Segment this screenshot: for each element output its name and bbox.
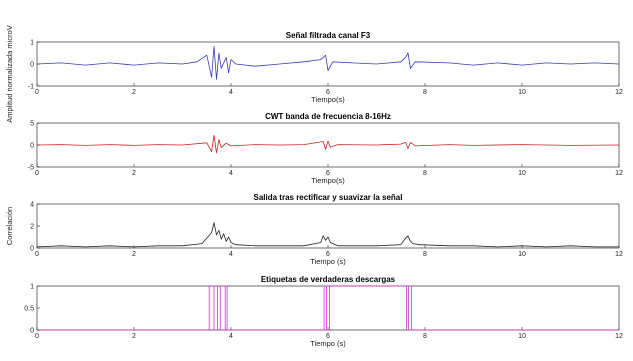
y-tick-label: -1 (28, 84, 34, 91)
x-tick-label: 4 (229, 170, 233, 177)
subplot-2 (36, 122, 620, 168)
series-line (36, 46, 620, 80)
x-tick-label: 0 (35, 333, 39, 340)
y-tick-label: 4 (30, 202, 34, 209)
x-tick-label: 2 (132, 170, 136, 177)
y-tick-label: 2 (30, 224, 34, 231)
subplot-title: Etiquetas de verdaderas descargas (261, 275, 396, 284)
y-tick-label: 0 (30, 62, 34, 69)
x-tick-label: 6 (326, 333, 330, 340)
series-line (36, 134, 620, 154)
x-tick-label: 10 (518, 333, 526, 340)
subplot-title: Señal filtrada canal F3 (286, 31, 371, 40)
x-axis-label: Tiempo(s) (311, 176, 345, 185)
y-axis-label: Correlación (5, 207, 14, 245)
x-tick-label: 6 (326, 251, 330, 258)
x-tick-label: 0 (35, 89, 39, 96)
series-line (37, 285, 619, 331)
y-axis-label: Amplitud normalizada microV (5, 25, 14, 123)
x-tick-label: 10 (518, 170, 526, 177)
y-tick-label: 0.5 (24, 306, 34, 313)
x-axis-label: Tiempo (s) (310, 339, 346, 348)
x-tick-label: 4 (229, 89, 233, 96)
x-tick-label: 4 (229, 333, 233, 340)
x-tick-label: 8 (423, 170, 427, 177)
x-tick-label: 0 (35, 170, 39, 177)
x-tick-label: 8 (423, 333, 427, 340)
y-tick-label: 5 (30, 121, 34, 128)
x-tick-label: 12 (615, 251, 623, 258)
y-tick-label: -5 (28, 165, 34, 172)
subplot-title: Salida tras rectificar y suavizar la señ… (254, 193, 403, 202)
x-tick-label: 6 (326, 89, 330, 96)
x-tick-label: 0 (35, 251, 39, 258)
x-axis-label: Tiempo(s) (311, 95, 345, 104)
y-tick-label: 0 (30, 328, 34, 335)
x-tick-label: 12 (615, 333, 623, 340)
subplot-4 (36, 285, 620, 331)
y-tick-label: 1 (30, 284, 34, 291)
y-tick-label: 1 (30, 40, 34, 47)
subplot-title: CWT banda de frecuencia 8-16Hz (265, 112, 391, 121)
series-line (36, 222, 619, 248)
x-tick-label: 2 (132, 333, 136, 340)
x-tick-label: 6 (326, 170, 330, 177)
axes-box (36, 203, 620, 249)
x-tick-label: 2 (132, 251, 136, 258)
x-tick-label: 10 (518, 89, 526, 96)
x-tick-label: 8 (423, 89, 427, 96)
axes-box (36, 285, 620, 331)
x-tick-label: 2 (132, 89, 136, 96)
subplot-3 (36, 203, 620, 249)
x-axis-label: Tiempo (s) (310, 257, 346, 266)
y-tick-label: 0 (30, 143, 34, 150)
x-tick-label: 12 (615, 170, 623, 177)
x-tick-label: 4 (229, 251, 233, 258)
x-tick-label: 10 (518, 251, 526, 258)
x-tick-label: 8 (423, 251, 427, 258)
subplot-1 (36, 41, 620, 87)
x-tick-label: 12 (615, 89, 623, 96)
y-tick-label: 0 (30, 246, 34, 253)
